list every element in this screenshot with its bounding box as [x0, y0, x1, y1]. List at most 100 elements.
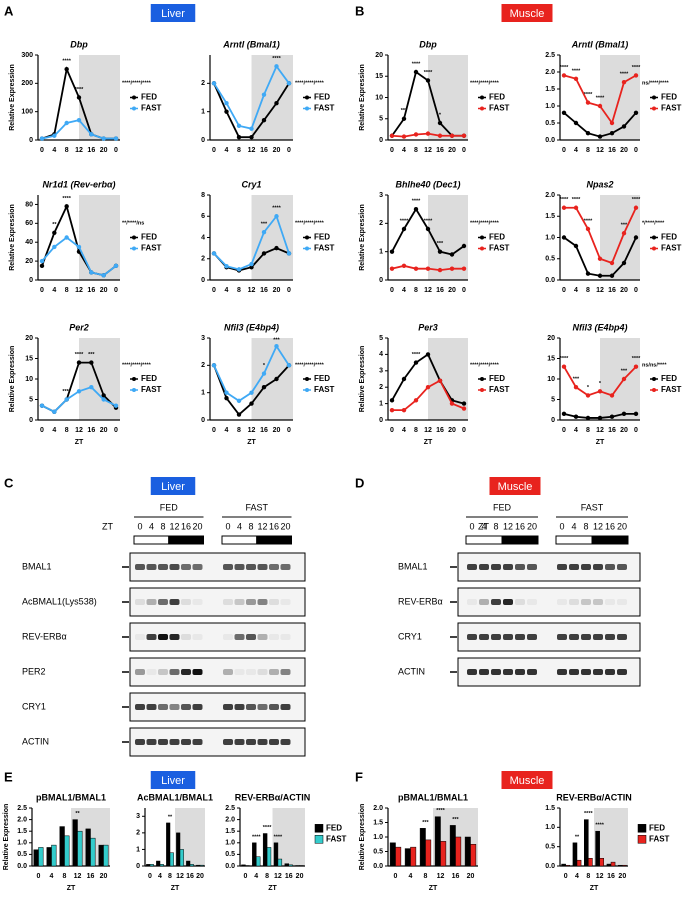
x-tick-label: 16	[436, 287, 444, 294]
dark-phase-shade	[428, 338, 468, 420]
x-tick-label: 0	[390, 287, 394, 294]
legend-label: FAST	[649, 834, 670, 843]
x-tick-label: 8	[237, 427, 241, 434]
zt-label: 12	[593, 521, 603, 531]
legend-swatch	[314, 835, 324, 844]
data-point	[401, 226, 407, 232]
legend-marker	[480, 377, 484, 381]
panel-header-box	[501, 771, 553, 789]
data-point	[437, 120, 443, 126]
y-tick-label: 2.5	[545, 52, 555, 59]
x-tick-label: 20	[467, 873, 475, 880]
x-tick-label: 12	[74, 873, 82, 880]
blot-row-label: ACTIN	[398, 666, 425, 676]
blot-band	[234, 739, 245, 745]
legend-marker	[480, 246, 484, 251]
data-point	[52, 409, 57, 414]
bar	[464, 836, 471, 867]
y-tick-label: 1.5	[225, 828, 235, 835]
y-axis-title: Relative Expression	[359, 346, 366, 413]
data-point	[633, 73, 639, 78]
blot-band	[257, 704, 268, 710]
legend-marker	[305, 246, 309, 251]
y-axis-title: Relative Expression	[9, 204, 16, 271]
x-tick-label: 20	[273, 147, 281, 154]
zt-label: 8	[583, 521, 588, 531]
data-point	[461, 133, 467, 138]
bar	[584, 819, 589, 867]
x-tick-label: 0	[390, 147, 394, 154]
x-tick-label: 4	[225, 147, 229, 154]
significance-label: ****	[75, 352, 84, 358]
data-point	[561, 73, 567, 78]
blot-band	[467, 599, 477, 605]
data-point	[621, 80, 627, 85]
blot-band	[146, 669, 157, 675]
panel-header: Muscle	[510, 775, 545, 787]
data-point	[113, 403, 119, 408]
y-tick-label: 3	[379, 192, 383, 199]
significance-label: ****	[412, 199, 421, 205]
x-tick-label: 0	[37, 873, 41, 880]
chart-title: Bhlhe40 (Dec1)	[395, 179, 460, 189]
significance-label: *	[599, 381, 602, 387]
y-tick-label: 0	[29, 137, 33, 144]
zt-label: 12	[169, 521, 179, 531]
legend-label: FAST	[489, 385, 510, 394]
x-tick-label: 4	[402, 287, 406, 294]
significance-label: ****	[584, 218, 593, 224]
bar	[59, 826, 65, 867]
y-tick-label: 8	[201, 192, 205, 199]
blot-band	[246, 739, 256, 745]
legend-label: FAST	[489, 104, 510, 113]
blot-row-label: AcBMAL1(Lys538)	[22, 596, 97, 606]
legend-marker	[652, 388, 656, 392]
bar	[434, 816, 441, 867]
legend-marker	[652, 95, 656, 100]
blot-band	[269, 704, 279, 710]
zt-label: 4	[149, 521, 154, 531]
blot-band	[135, 739, 145, 745]
x-tick-label: 8	[414, 287, 418, 294]
data-point	[461, 406, 467, 411]
blot-band	[146, 634, 157, 640]
y-tick-label: 10	[547, 376, 555, 383]
data-point	[401, 263, 407, 269]
y-tick-label: 5	[379, 335, 383, 342]
stats-text: ****/****/****	[470, 81, 500, 87]
x-tick-label: 0	[40, 147, 44, 154]
data-point	[249, 390, 254, 395]
legend-marker	[132, 377, 136, 381]
x-tick-label: 12	[596, 287, 604, 294]
data-point	[425, 352, 431, 357]
significance-label: ****	[632, 356, 641, 362]
y-tick-label: 1.5	[545, 86, 555, 93]
y-tick-label: 5	[379, 116, 383, 123]
x-tick-label: 8	[424, 873, 428, 880]
y-tick-label: 80	[25, 201, 33, 208]
data-point	[76, 117, 82, 123]
y-tick-label: 5	[29, 396, 33, 403]
y-tick-label: 100	[21, 109, 33, 116]
blot-band	[605, 599, 615, 605]
blot-band	[246, 599, 256, 605]
bar	[606, 863, 612, 867]
significance-label: *	[587, 385, 590, 391]
y-tick-label: 1.5	[545, 805, 555, 812]
x-tick-label: 16	[608, 147, 616, 154]
legend-marker	[132, 95, 136, 100]
blot-band	[246, 669, 256, 675]
blot-band	[593, 599, 603, 605]
x-tick-label: 16	[260, 287, 268, 294]
data-point	[76, 244, 82, 250]
blot-band	[158, 634, 168, 640]
significance-label: *	[439, 112, 442, 118]
data-point	[52, 230, 57, 235]
blot-band	[146, 599, 157, 605]
bar	[149, 864, 154, 867]
blot-band	[569, 634, 579, 640]
x-tick-label: 8	[586, 287, 590, 294]
blot-band	[146, 739, 157, 745]
data-point	[633, 411, 639, 417]
